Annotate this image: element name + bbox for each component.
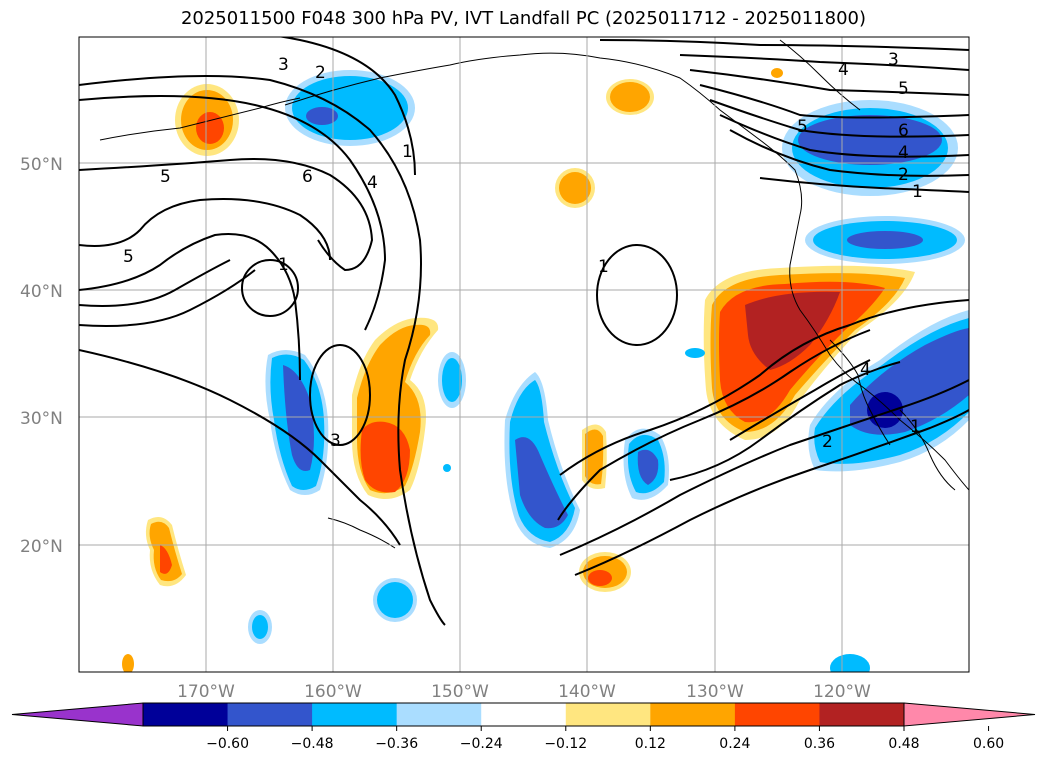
colorbar-tick-label: −0.48	[291, 736, 334, 752]
lon-label-160: 160°W	[304, 682, 362, 702]
contour-label-2c: 2	[822, 432, 833, 452]
lon-axis: 170°W 160°W 150°W 140°W 130°W 120°W	[177, 682, 871, 702]
contour-label-1d: 1	[912, 182, 923, 202]
colorbar-tick-label: 0.12	[635, 736, 666, 752]
colorbar-tick-label: −0.12	[544, 736, 587, 752]
contour-label-3: 3	[278, 55, 289, 75]
contour-label-6b: 6	[898, 121, 909, 141]
lon-label-140: 140°W	[558, 682, 616, 702]
plot-frame	[78, 36, 970, 673]
contour-label-1c: 1	[598, 257, 609, 277]
contour-label-1b: 1	[278, 255, 289, 275]
lat-label-20: 20°N	[20, 537, 63, 557]
colorbar-tick-label: −0.60	[206, 736, 249, 752]
contour-labels: 3 2 1 4 6 5 5 1 1 3 3 4 5 5 6 4 2 1 4 2 …	[123, 50, 923, 452]
contour-label-2b: 2	[898, 165, 909, 185]
contour-label-4b: 4	[838, 60, 849, 80]
contour-label-5d: 5	[797, 117, 808, 137]
colorbar-block	[734, 703, 820, 726]
colorbar-block	[650, 703, 736, 726]
lon-label-150: 150°W	[431, 682, 489, 702]
colorbar-extend-low	[11, 702, 144, 727]
colorbar-tick-label: 0.60	[973, 736, 1004, 752]
colorbar-frame	[142, 702, 905, 727]
lon-label-170: 170°W	[177, 682, 235, 702]
colorbar-block	[481, 703, 567, 726]
lat-label-30: 30°N	[20, 409, 63, 429]
lat-label-50: 50°N	[20, 155, 63, 175]
contour-label-4: 4	[367, 173, 378, 193]
colorbar-tick-label: 0.36	[804, 736, 835, 752]
colorbar-tick-label: 0.48	[888, 736, 919, 752]
contour-label-2: 2	[315, 63, 326, 83]
colorbar-tick-label: 0.24	[719, 736, 750, 752]
contour-label-3c: 3	[888, 50, 899, 70]
colorbar-tick-label: −0.36	[375, 736, 418, 752]
contour-label-3b: 3	[330, 431, 341, 451]
colorbar: −0.60 −0.48 −0.36 −0.24 −0.12 0.12 0.24 0.36 0.4…	[11, 702, 1036, 752]
contour-label-6: 6	[302, 167, 313, 187]
colorbar-tick-label: −0.24	[460, 736, 503, 752]
graticule	[79, 37, 969, 672]
contour-label-1e: 1	[910, 417, 921, 437]
colorbar-block	[396, 703, 482, 726]
lon-label-130: 130°W	[686, 682, 744, 702]
lat-axis: 50°N 40°N 30°N 20°N	[20, 155, 63, 557]
colorbar-block	[565, 703, 651, 726]
colorbar-extend-high	[903, 702, 1036, 727]
map-title: 2025011500 F048 300 hPa PV, IVT Landfall…	[180, 8, 867, 29]
colorbar-block	[227, 703, 313, 726]
lat-label-40: 40°N	[20, 282, 63, 302]
ivt-contours	[79, 37, 969, 626]
contour-label-5c: 5	[898, 79, 909, 99]
contour-label-4c: 4	[898, 143, 909, 163]
colorbar-block	[143, 703, 229, 726]
contour-label-1: 1	[402, 142, 413, 162]
contour-label-5b: 5	[123, 247, 134, 267]
colorbar-block	[312, 703, 398, 726]
pv-shading	[122, 68, 969, 672]
contour-label-5: 5	[160, 167, 171, 187]
coastlines	[99, 39, 969, 549]
contour-label-4d: 4	[860, 360, 871, 380]
colorbar-block	[819, 703, 905, 726]
lon-label-120: 120°W	[813, 682, 871, 702]
